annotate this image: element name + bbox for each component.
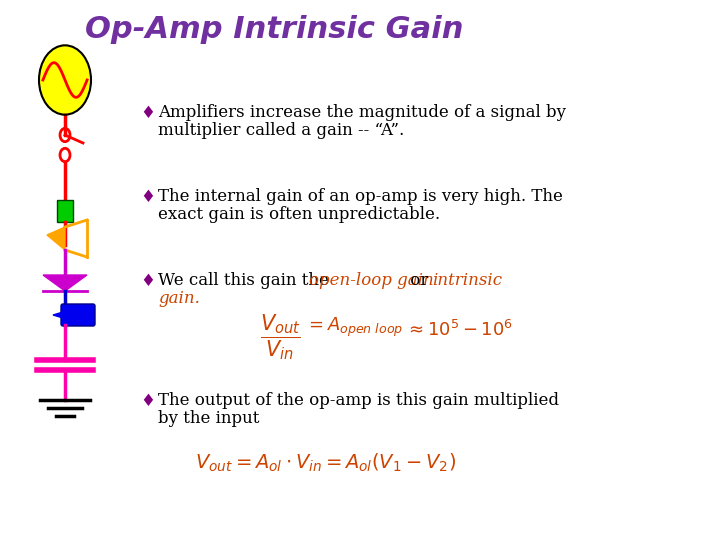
Polygon shape — [47, 227, 65, 250]
Text: gain.: gain. — [158, 290, 200, 307]
Text: Amplifiers increase the magnitude of a signal by: Amplifiers increase the magnitude of a s… — [158, 104, 566, 121]
Text: intrinsic: intrinsic — [432, 272, 502, 289]
Text: $V_{out}= A_{ol} \cdot V_{in} = A_{ol}\left(V_1 - V_2\right)$: $V_{out}= A_{ol} \cdot V_{in} = A_{ol}\l… — [195, 452, 456, 474]
Polygon shape — [43, 275, 87, 291]
Text: by the input: by the input — [158, 410, 259, 427]
Text: multiplier called a gain -- “A”.: multiplier called a gain -- “A”. — [158, 122, 404, 139]
Text: Op-Amp Intrinsic Gain: Op-Amp Intrinsic Gain — [85, 15, 464, 44]
Text: The output of the op-amp is this gain multiplied: The output of the op-amp is this gain mu… — [158, 392, 559, 409]
FancyBboxPatch shape — [61, 304, 95, 326]
Text: exact gain is often unpredictable.: exact gain is often unpredictable. — [158, 206, 440, 223]
Text: $= A_{open\ loop}$: $= A_{open\ loop}$ — [305, 316, 403, 339]
Text: ♦: ♦ — [140, 392, 155, 410]
Ellipse shape — [39, 45, 91, 114]
Text: ♦: ♦ — [140, 188, 155, 206]
Text: We call this gain the: We call this gain the — [158, 272, 334, 289]
Text: ♦: ♦ — [140, 104, 155, 122]
Text: The internal gain of an op-amp is very high. The: The internal gain of an op-amp is very h… — [158, 188, 563, 205]
Text: open-loop gain: open-loop gain — [309, 272, 433, 289]
Text: or: or — [405, 272, 433, 289]
Polygon shape — [53, 312, 63, 318]
Text: $\dfrac{V_{out}}{V_{in}}$: $\dfrac{V_{out}}{V_{in}}$ — [260, 312, 301, 362]
Text: $\approx 10^5 - 10^6$: $\approx 10^5 - 10^6$ — [405, 320, 513, 340]
FancyBboxPatch shape — [57, 200, 73, 222]
Text: ♦: ♦ — [140, 272, 155, 290]
